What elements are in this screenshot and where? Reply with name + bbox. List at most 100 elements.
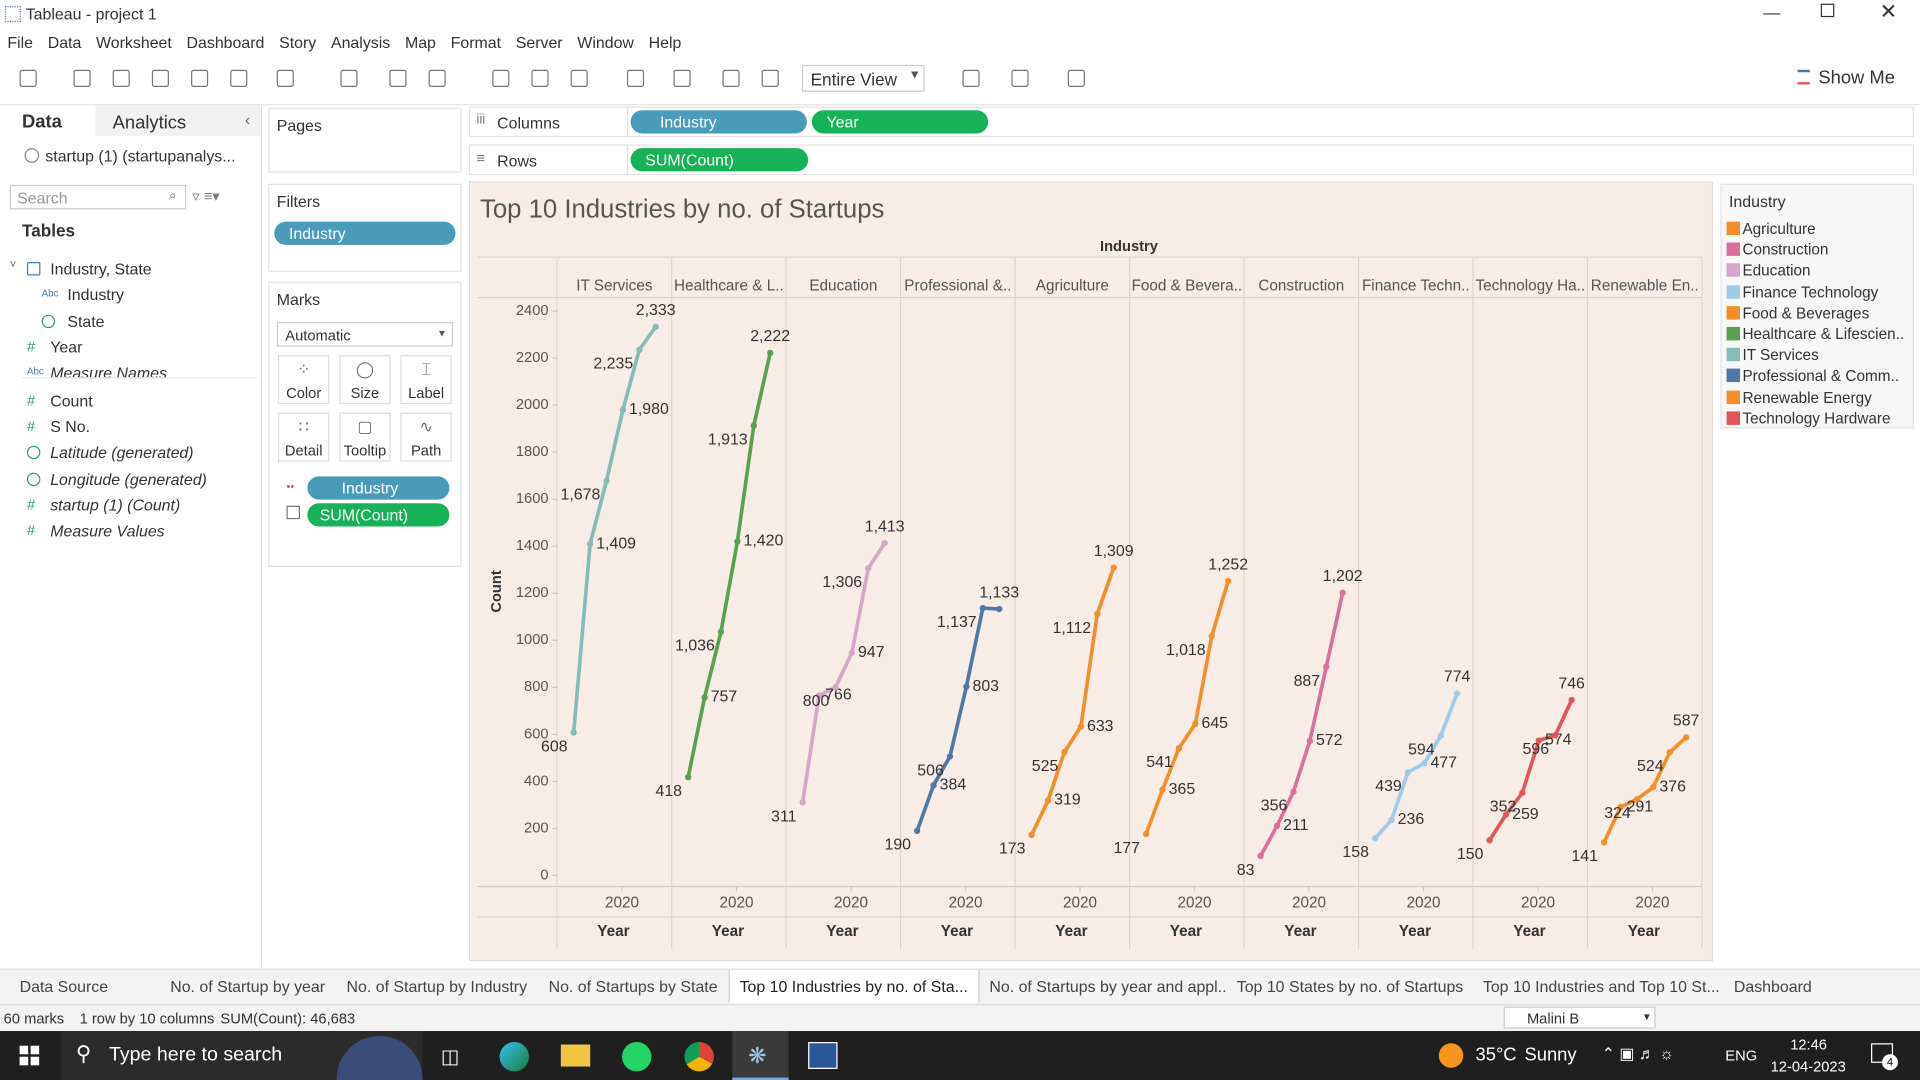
task-view[interactable]: ◫ <box>440 1046 460 1068</box>
field[interactable]: Count <box>50 391 93 411</box>
toolbar-button[interactable] <box>1011 69 1029 87</box>
clock-time[interactable]: 12:46 <box>1790 1035 1827 1054</box>
legend-entry[interactable]: Professional & Comm.. <box>1742 367 1899 385</box>
column-pill[interactable]: Year <box>811 110 989 134</box>
mark-button[interactable]: ⁘ Color <box>277 355 330 405</box>
menu-item[interactable]: File <box>7 33 34 52</box>
field[interactable]: Measure Names <box>50 363 167 383</box>
toolbar-button[interactable] <box>962 69 980 87</box>
field[interactable]: S No. <box>50 417 91 436</box>
user-dropdown[interactable]: Malini B ▼ <box>1503 1006 1656 1029</box>
tray-icons[interactable]: ⌃ ▣ ♬ ☼ <box>1601 1044 1674 1063</box>
menu-item[interactable]: Dashboard <box>186 33 265 52</box>
toolbar-button[interactable] <box>340 69 358 87</box>
menu-item[interactable]: Worksheet <box>96 33 172 52</box>
toolbar-button[interactable] <box>230 69 248 87</box>
taskbar-search[interactable]: ⚲ Type here to search <box>61 1031 423 1080</box>
field[interactable]: Year <box>50 337 83 357</box>
mark-type-dropdown[interactable]: Automatic ▼ <box>276 322 454 347</box>
chrome-icon[interactable] <box>684 1042 714 1072</box>
legend-entry[interactable]: Technology Hardware <box>1742 409 1891 428</box>
sheet-tab[interactable]: Dashboard <box>1733 977 1812 996</box>
mark-button[interactable]: ∿ Path <box>400 412 452 462</box>
legend-entry[interactable]: Agriculture <box>1742 220 1816 238</box>
language[interactable]: ENG <box>1725 1046 1758 1065</box>
field[interactable]: startup (1) (Count) <box>50 495 181 515</box>
legend-entry[interactable]: Finance Technology <box>1742 283 1879 301</box>
menu-item[interactable]: Story <box>279 33 317 52</box>
close[interactable]: ✕ <box>1879 0 1898 24</box>
legend-entry[interactable]: Education <box>1742 262 1811 280</box>
filter-icon[interactable]: ▿ ≡▾ <box>192 187 220 205</box>
mark-button[interactable]: ◯ Size <box>339 355 391 405</box>
word-icon[interactable] <box>808 1042 838 1069</box>
sheet-tab[interactable]: No. of Startup by year <box>170 977 326 996</box>
tableau-task[interactable]: ❋ <box>732 1031 789 1080</box>
field[interactable]: Industry <box>67 285 124 304</box>
toolbar-button[interactable] <box>626 69 645 87</box>
legend-entry[interactable]: Food & Beverages <box>1742 304 1870 322</box>
menu-item[interactable]: Format <box>450 33 502 52</box>
toolbar-button[interactable] <box>276 69 294 87</box>
marks-pill[interactable]: SUM(Count) <box>307 503 450 527</box>
collapse[interactable]: ‹ <box>244 110 251 129</box>
restore[interactable] <box>1820 3 1835 18</box>
sheet-tab[interactable]: No. of Startup by Industry <box>346 977 528 996</box>
toolbar-button[interactable] <box>1067 69 1085 87</box>
sheet-tab[interactable]: No. of Startups by State <box>548 977 718 996</box>
sheet-tab[interactable]: Data Source <box>19 977 109 996</box>
minimize[interactable]: — <box>1763 2 1781 23</box>
toolbar-button[interactable] <box>191 69 209 87</box>
toolbar-button[interactable] <box>389 69 407 87</box>
filter-pill[interactable]: Industry <box>274 221 456 245</box>
sheet-tab[interactable]: No. of Startups by year and appl... <box>989 977 1227 996</box>
menu-item[interactable]: Analysis <box>330 33 391 52</box>
toolbar-button[interactable] <box>673 69 691 87</box>
sheet-tab[interactable]: Top 10 Industries by no. of Sta... <box>728 969 980 1003</box>
toolbar-button[interactable] <box>112 69 130 87</box>
analytics-tab[interactable]: Analytics <box>112 112 187 134</box>
clock-date[interactable]: 12-04-2023 <box>1770 1057 1846 1076</box>
menu-item[interactable]: Help <box>648 33 682 52</box>
toolbar-button[interactable] <box>722 69 740 87</box>
toolbar-button[interactable] <box>73 69 91 87</box>
column-pill[interactable]: Industry <box>630 110 807 134</box>
expand-arrow[interactable]: ˅ <box>9 258 17 271</box>
marks-pill[interactable]: Industry <box>307 476 450 500</box>
legend-entry[interactable]: Healthcare & Lifescien.. <box>1742 325 1905 343</box>
legend-entry[interactable]: IT Services <box>1742 346 1819 364</box>
data-tab[interactable]: Data <box>22 111 62 133</box>
field[interactable]: State <box>67 312 105 331</box>
toolbar-button[interactable] <box>151 69 169 87</box>
toolbar-button[interactable] <box>570 69 588 87</box>
sheet-tab[interactable]: Top 10 States by no. of Startups <box>1236 977 1464 996</box>
menu-item[interactable]: Map <box>404 33 436 52</box>
whatsapp-icon[interactable] <box>622 1042 652 1072</box>
mark-button[interactable]: ∷ Detail <box>277 412 330 462</box>
legend-entry[interactable]: Construction <box>1742 241 1829 259</box>
toolbar-button[interactable] <box>492 69 510 87</box>
fit-dropdown[interactable]: Entire View ▼ <box>802 64 925 92</box>
row-pill[interactable]: SUM(Count) <box>630 148 809 172</box>
explorer-icon[interactable] <box>560 1044 591 1067</box>
field[interactable]: Longitude (generated) <box>50 470 207 489</box>
field[interactable]: Industry, State <box>50 259 152 278</box>
show-me[interactable]: Show Me <box>1818 67 1895 89</box>
sheet-tab[interactable]: Top 10 Industries and Top 10 St... <box>1482 977 1720 996</box>
edge-icon[interactable] <box>499 1042 529 1072</box>
mark-button[interactable]: ▢ Tooltip <box>339 412 391 462</box>
toolbar-button[interactable] <box>761 69 779 87</box>
menu-item[interactable]: Server <box>515 33 563 52</box>
legend-entry[interactable]: Renewable Energy <box>1742 388 1872 407</box>
field[interactable]: Latitude (generated) <box>50 443 194 462</box>
search-box[interactable]: Search ⌕ <box>9 184 187 210</box>
toolbar-button[interactable] <box>428 69 446 87</box>
mark-button[interactable]: ⌶ Label <box>400 355 452 405</box>
start-button[interactable] <box>19 1045 40 1066</box>
menu-item[interactable]: Data <box>47 33 82 52</box>
toolbar-button[interactable] <box>19 69 37 87</box>
notifications[interactable] <box>1871 1043 1894 1063</box>
menu-item[interactable]: Window <box>577 33 634 52</box>
data-source[interactable]: startup (1) (startupanalys... <box>45 146 236 166</box>
field[interactable]: Measure Values <box>50 521 165 541</box>
